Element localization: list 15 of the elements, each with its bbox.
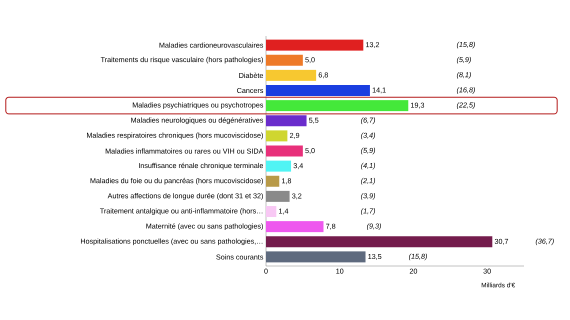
bar [266, 160, 292, 172]
bar [266, 206, 276, 218]
bar [266, 84, 370, 96]
bar [266, 221, 324, 232]
bar [266, 100, 408, 112]
bar [266, 40, 364, 51]
bar [266, 176, 280, 187]
bar [266, 130, 288, 142]
bar [266, 190, 290, 202]
bar [266, 115, 307, 126]
bar [266, 70, 316, 81]
bar [266, 54, 303, 66]
bar [266, 251, 366, 262]
bar [266, 146, 303, 157]
bar [266, 236, 492, 248]
